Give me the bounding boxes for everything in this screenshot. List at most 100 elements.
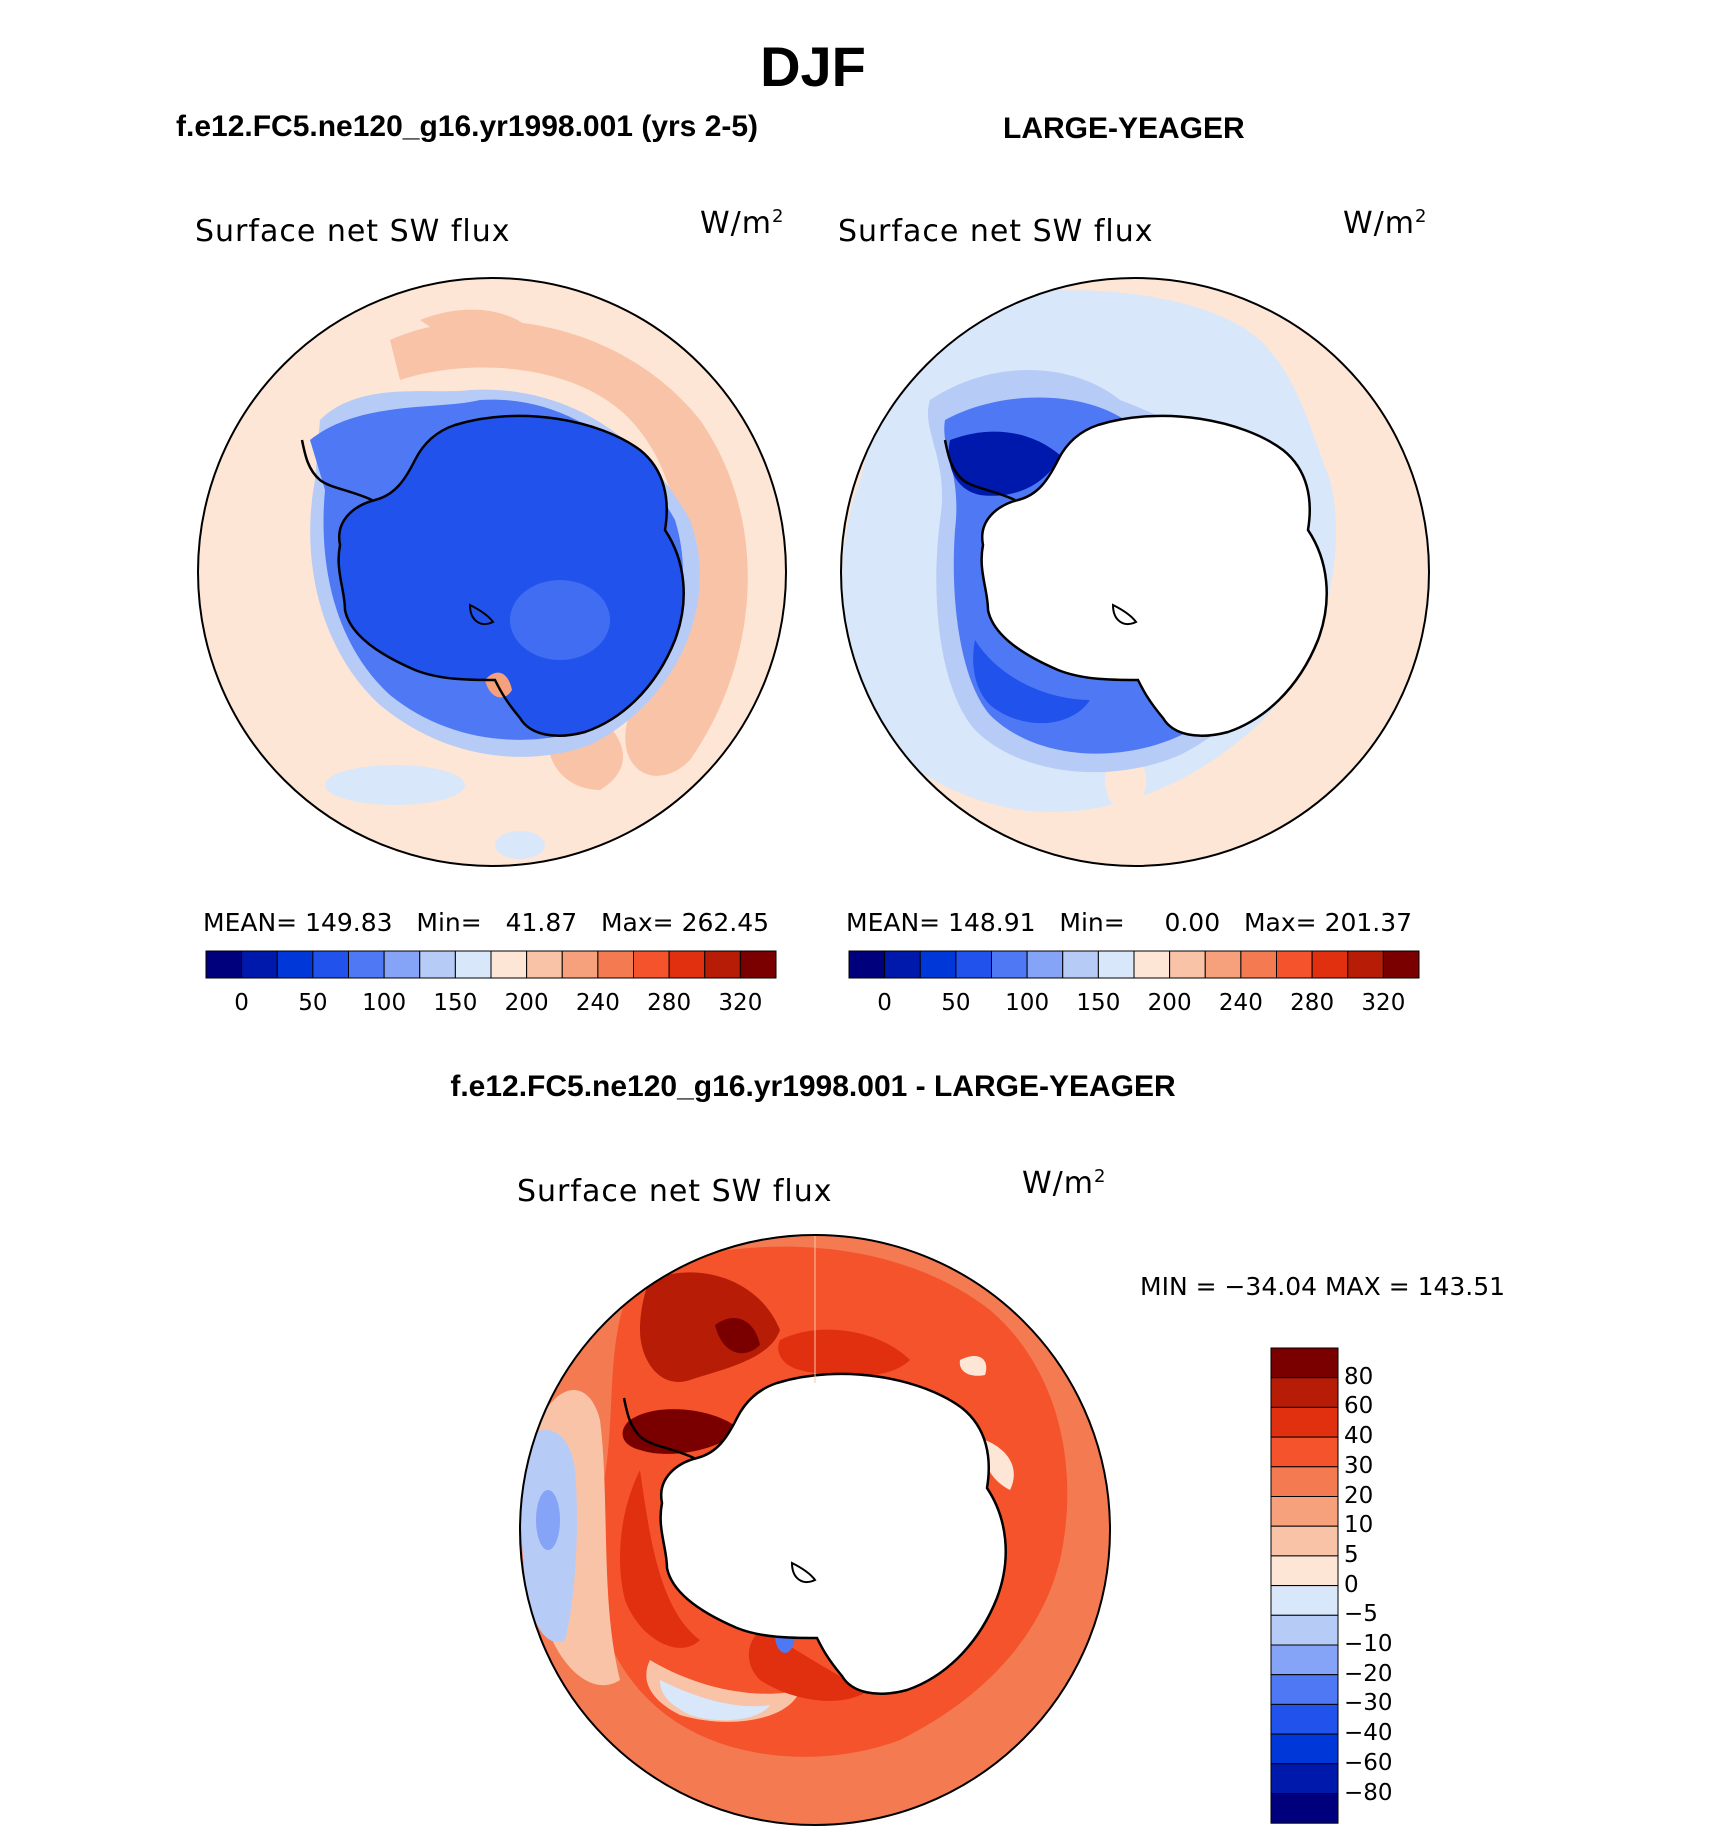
diff-antarctica-coast	[659, 1372, 1007, 1695]
obs-colorbar-box	[1276, 950, 1313, 979]
obs-units-label: W/m2	[1343, 206, 1428, 241]
obs-colorbar-box	[1133, 950, 1171, 979]
obs-colorbar-box	[991, 950, 1028, 979]
obs-colorbar-box	[1382, 950, 1420, 979]
model-colorbar-box	[205, 950, 243, 979]
model-colorbar-box	[704, 950, 741, 979]
model-variable-label: Surface net SW flux	[195, 214, 511, 249]
diff-colorbar-tick: 40	[1344, 1423, 1374, 1450]
diff-colorbar-tick: −20	[1344, 1660, 1393, 1687]
diff-colorbar-tick: 5	[1344, 1541, 1359, 1568]
model-colorbar-tick: 0	[234, 990, 249, 1016]
obs-antarctica-coast	[980, 414, 1328, 737]
obs-case-title: LARGE-YEAGER	[1003, 112, 1245, 145]
obs-colorbar-box	[1097, 950, 1135, 979]
obs-colorbar-box	[1026, 950, 1064, 979]
obs-colorbar-box	[1169, 950, 1206, 979]
model-colorbar-tick: 50	[298, 990, 328, 1016]
diff-colorbar-box	[1270, 1733, 1339, 1765]
model-colorbar-tick: 200	[504, 990, 549, 1016]
obs-colorbar-tick: 150	[1076, 990, 1121, 1016]
model-colorbar-box	[739, 950, 777, 979]
obs-colorbar-tick: 50	[941, 990, 971, 1016]
model-colorbar-tick: 150	[433, 990, 478, 1016]
model-colorbar-box	[454, 950, 492, 979]
obs-colorbar-box	[1240, 950, 1277, 979]
model-colorbar-box	[526, 950, 563, 979]
diff-case-title: f.e12.FC5.ne120_g16.yr1998.001 - LARGE-Y…	[450, 1070, 1176, 1103]
model-colorbar-box	[348, 950, 385, 979]
obs-colorbar-box	[1347, 950, 1384, 979]
model-antarctica-coast	[337, 414, 685, 737]
diff-units-label: W/m2	[1022, 1166, 1107, 1201]
model-colorbar-tick: 320	[718, 990, 763, 1016]
model-units-label: W/m2	[700, 206, 785, 241]
diff-colorbar-box	[1270, 1466, 1339, 1498]
diff-colorbar-box	[1270, 1614, 1339, 1646]
obs-colorbar-box	[848, 950, 886, 979]
obs-colorbar-box	[884, 950, 921, 979]
obs-colorbar-tick: 200	[1147, 990, 1192, 1016]
diff-colorbar-box	[1270, 1436, 1339, 1468]
diff-colorbar-box	[1270, 1763, 1339, 1795]
diff-colorbar-tick: −60	[1344, 1749, 1393, 1776]
obs-colorbar-tick: 0	[877, 990, 892, 1016]
diff-colorbar-box	[1270, 1377, 1339, 1408]
model-colorbar-tick: 100	[362, 990, 407, 1016]
model-stats: MEAN= 149.83 Min= 41.87 Max= 262.45	[203, 908, 770, 937]
model-colorbar-tick: 240	[575, 990, 620, 1016]
obs-colorbar	[848, 950, 1420, 979]
obs-stats: MEAN= 148.91 Min= 0.00 Max= 201.37	[846, 908, 1413, 937]
diff-colorbar-tick: 60	[1344, 1393, 1374, 1420]
model-antarctica-fill	[338, 415, 684, 736]
diff-colorbar-box	[1270, 1644, 1339, 1676]
diff-colorbar-box	[1270, 1793, 1339, 1824]
diff-colorbar-box	[1270, 1406, 1339, 1438]
model-colorbar-box	[490, 950, 528, 979]
obs-map-boundary	[840, 277, 1430, 867]
diff-colorbar-box	[1270, 1703, 1339, 1735]
model-peninsula-coast	[300, 439, 373, 502]
diff-colorbar-box	[1270, 1555, 1339, 1587]
model-case-title: f.e12.FC5.ne120_g16.yr1998.001 (yrs 2-5)	[176, 110, 759, 143]
obs-polar-map	[840, 277, 1430, 867]
diff-stats: MIN = −34.04 MAX = 143.51	[1140, 1272, 1506, 1301]
model-colorbar-box	[419, 950, 456, 979]
model-colorbar-box	[561, 950, 599, 979]
obs-colorbar-box	[1311, 950, 1349, 979]
diff-colorbar-tick: −5	[1344, 1601, 1378, 1628]
obs-colorbar-box	[919, 950, 957, 979]
model-colorbar-box	[668, 950, 706, 979]
obs-dense-ice	[948, 431, 1060, 496]
obs-colorbar-box	[1204, 950, 1242, 979]
diff-colorbar-tick: −40	[1344, 1720, 1393, 1747]
model-colorbar	[205, 950, 777, 979]
model-colorbar-box	[312, 950, 349, 979]
diff-colorbar-tick: −10	[1344, 1631, 1393, 1657]
diff-colorbar-tick: 30	[1344, 1452, 1374, 1479]
obs-colorbar-tick: 240	[1218, 990, 1263, 1016]
model-colorbar-box	[633, 950, 670, 979]
diff-colorbar-tick: 80	[1344, 1363, 1374, 1390]
obs-variable-label: Surface net SW flux	[838, 214, 1154, 249]
obs-colorbar-box	[955, 950, 992, 979]
model-map-boundary	[197, 277, 787, 867]
obs-colorbar-tick: 100	[1005, 990, 1050, 1016]
diff-map-boundary	[519, 1234, 1111, 1826]
diff-colorbar-box	[1270, 1525, 1339, 1557]
obs-colorbar-tick: 320	[1361, 990, 1406, 1016]
model-colorbar-box	[241, 950, 278, 979]
diff-variable-label: Surface net SW flux	[517, 1174, 833, 1209]
diff-colorbar-box	[1270, 1585, 1339, 1616]
diff-polar-map	[519, 1234, 1111, 1826]
model-colorbar-box	[383, 950, 421, 979]
obs-colorbar-box	[1062, 950, 1099, 979]
obs-antarctica-mask	[981, 415, 1327, 736]
season-title: DJF	[760, 35, 866, 98]
obs-colorbar-tick: 280	[1290, 990, 1335, 1016]
model-colorbar-box	[597, 950, 634, 979]
diff-colorbar-tick: 20	[1344, 1482, 1374, 1509]
diff-colorbar-tick: −30	[1344, 1690, 1393, 1717]
diff-colorbar-tick: 10	[1344, 1512, 1374, 1539]
